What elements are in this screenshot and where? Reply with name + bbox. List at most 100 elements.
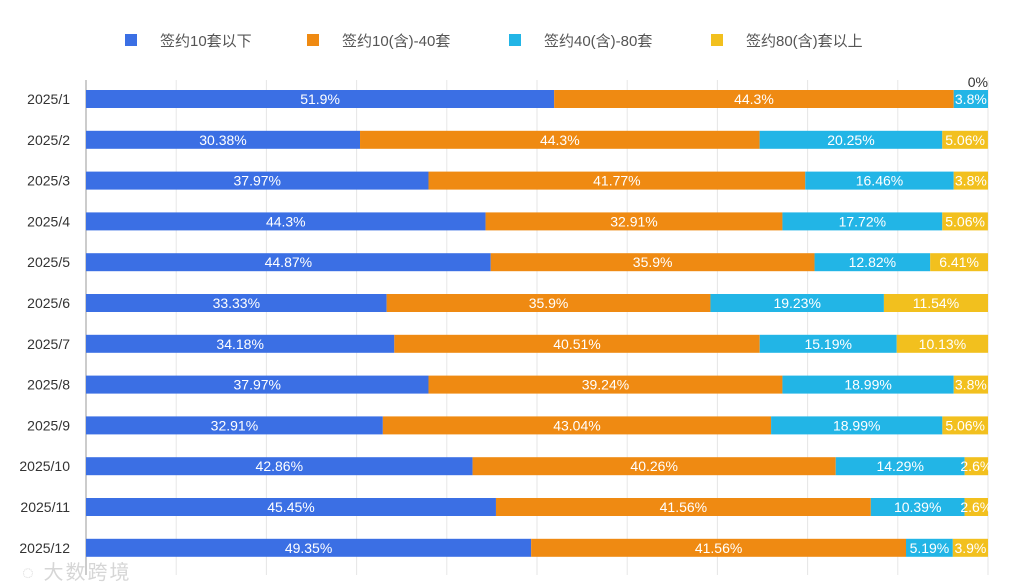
legend-swatch — [711, 34, 723, 46]
bar-segment — [86, 253, 491, 272]
data-label: 18.99% — [833, 417, 880, 433]
data-label: 41.56% — [695, 540, 742, 556]
category-label: 2025/9 — [27, 417, 70, 433]
legend-label: 签约10(含)-40套 — [342, 33, 450, 50]
category-label: 2025/10 — [19, 458, 70, 474]
bar-segment — [883, 294, 988, 312]
bar-segment — [394, 334, 760, 353]
bar-segment — [906, 538, 953, 557]
legend-swatch — [125, 34, 137, 46]
category-label: 2025/7 — [27, 336, 70, 352]
data-label: 5.06% — [945, 417, 985, 433]
bar-segment — [942, 130, 988, 149]
data-label: 41.77% — [593, 173, 640, 189]
data-label: 30.38% — [199, 132, 246, 148]
data-label: 44.3% — [734, 91, 774, 107]
data-label: 6.41% — [939, 254, 979, 270]
data-label: 10.39% — [894, 499, 941, 515]
category-label: 2025/8 — [27, 377, 70, 393]
bar-segment — [382, 416, 772, 435]
data-label: 41.56% — [660, 499, 707, 515]
data-label: 3.8% — [955, 91, 987, 107]
bar-segment — [86, 416, 383, 435]
bar-segment — [428, 375, 783, 394]
bar-segment — [472, 457, 836, 476]
data-label: 32.91% — [610, 213, 657, 229]
legend-swatch — [509, 34, 521, 46]
data-label: 18.99% — [844, 377, 891, 393]
data-label: 37.97% — [234, 173, 281, 189]
data-label: 40.26% — [630, 458, 677, 474]
bar-segment — [953, 90, 988, 108]
bar-segment — [964, 498, 988, 516]
category-label: 2025/3 — [27, 173, 70, 189]
bar-segment — [896, 334, 989, 353]
data-label: 2.6% — [960, 458, 992, 474]
data-label: 32.91% — [211, 417, 258, 433]
bar-segment — [360, 130, 760, 149]
data-label: 17.72% — [839, 213, 886, 229]
legend-swatch — [307, 34, 319, 46]
data-label: 20.25% — [827, 132, 874, 148]
data-label: 0% — [968, 74, 988, 90]
data-label: 44.3% — [540, 132, 580, 148]
bar-segment — [86, 171, 429, 190]
data-label: 15.19% — [804, 336, 851, 352]
bar-segment — [782, 375, 954, 394]
bar-segment — [86, 90, 555, 108]
data-label: 33.33% — [213, 295, 260, 311]
category-label: 2025/4 — [27, 213, 70, 229]
bar-segment — [771, 416, 943, 435]
data-label: 5.06% — [945, 132, 985, 148]
bar-segment — [485, 212, 783, 231]
data-label: 44.87% — [265, 254, 312, 270]
data-label: 39.24% — [582, 377, 629, 393]
bar-segment — [759, 334, 897, 353]
data-label: 34.18% — [216, 336, 263, 352]
bar-segment — [759, 130, 943, 149]
category-label: 2025/12 — [19, 540, 70, 556]
legend-label: 签约40(含)-80套 — [544, 33, 652, 50]
bar-segment — [710, 294, 884, 312]
data-label: 3.9% — [954, 540, 986, 556]
bar-segment — [490, 253, 815, 272]
bar-segment — [814, 253, 931, 272]
data-label: 42.86% — [256, 458, 303, 474]
data-label: 19.23% — [773, 295, 820, 311]
category-label: 2025/6 — [27, 295, 70, 311]
data-label: 35.9% — [529, 295, 569, 311]
data-label: 43.04% — [553, 417, 600, 433]
bar-segment — [870, 498, 965, 516]
legend-label: 签约10套以下 — [160, 33, 252, 50]
bar-segment — [953, 375, 988, 394]
bar-segment — [495, 498, 871, 516]
data-label: 40.51% — [553, 336, 600, 352]
data-label: 3.8% — [955, 173, 987, 189]
watermark-logo: ◌ 大数跨境 — [22, 562, 132, 584]
category-label: 2025/2 — [27, 132, 70, 148]
data-label: 12.82% — [849, 254, 896, 270]
data-label: 5.19% — [910, 540, 950, 556]
data-label: 14.29% — [876, 458, 923, 474]
bar-segment — [953, 171, 988, 190]
data-label: 2.6% — [960, 499, 992, 515]
bar-segment — [86, 538, 532, 557]
bar-segment — [782, 212, 943, 231]
category-label: 2025/1 — [27, 91, 70, 107]
bar-segment — [86, 130, 361, 149]
bar-segment — [930, 253, 988, 272]
data-label: 35.9% — [633, 254, 673, 270]
data-label: 3.8% — [955, 377, 987, 393]
data-label: 10.13% — [919, 336, 966, 352]
legend-label: 签约80(含)套以上 — [746, 33, 863, 50]
bar-segment — [86, 375, 429, 394]
bar-segment — [835, 457, 965, 476]
data-label: 37.97% — [234, 377, 281, 393]
bar-segment — [942, 212, 988, 231]
bar-segment — [86, 334, 395, 353]
category-label: 2025/5 — [27, 254, 70, 270]
bar-segment — [386, 294, 711, 312]
data-label: 5.06% — [945, 213, 985, 229]
bar-segment — [86, 212, 486, 231]
